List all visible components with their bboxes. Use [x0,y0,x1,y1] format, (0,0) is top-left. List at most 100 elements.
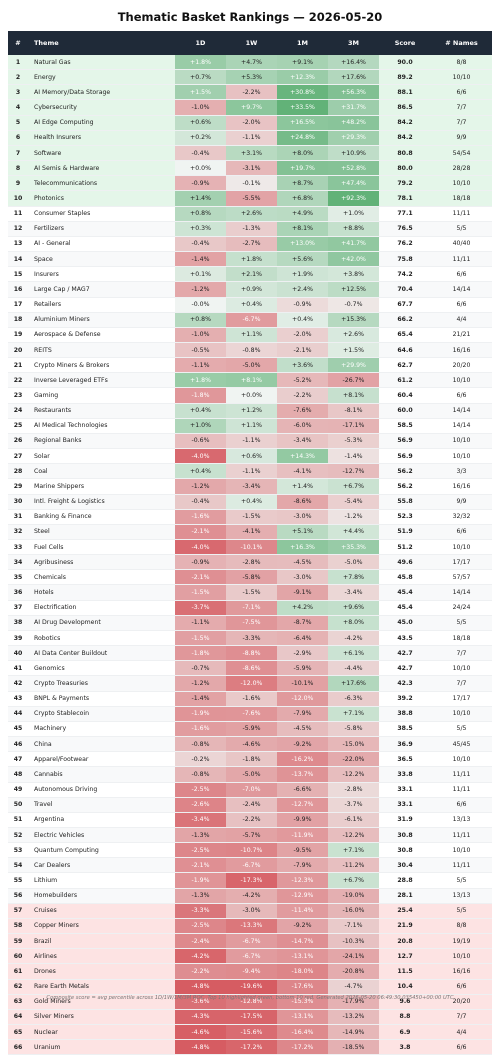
roc-1m: +12.3% [277,69,328,86]
roc-1m: -9.2% [277,918,328,935]
rank: 4 [8,99,28,116]
table-row: 8 AI Semis & Hardware +0.0% -3.1% +19.7% +52.… [8,160,492,177]
roc-3m: -5.0% [328,554,379,571]
table-row: 35 Chemicals -2.1% -5.8% -3.0% +7.8% 45.8 57/57 [8,569,492,586]
column-header: 1W [226,31,277,55]
roc-1m: -16.2% [277,751,328,768]
table-row: 28 Coal +0.4% -1.1% -4.1% -12.7% 56.2 3/3 [8,463,492,480]
roc-1w: +0.9% [226,281,277,298]
score: 76.5 [379,221,431,237]
roc-3m: -26.7% [328,372,379,389]
roc-3m: -12.7% [328,463,379,480]
roc-1d: -2.4% [175,933,226,950]
roc-1d: +1.8% [175,55,226,71]
names-count: 7/7 [431,1009,492,1026]
roc-1d: -2.5% [175,842,226,859]
names-count: 20/20 [431,994,492,1010]
names-count: 10/10 [431,842,492,859]
names-count: 6/6 [431,979,492,995]
rank: 6 [8,130,28,146]
theme: Gaming [28,387,175,404]
roc-1m: +3.6% [277,357,328,374]
names-count: 4/4 [431,312,492,328]
score: 79.2 [379,175,431,192]
roc-3m: +47.4% [328,175,379,192]
roc-1m: -5.9% [277,660,328,677]
names-count: 6/6 [431,84,492,101]
rank: 37 [8,600,28,616]
score: 84.2 [379,130,431,146]
score: 42.7 [379,645,431,662]
roc-1d: +0.2% [175,130,226,146]
names-count: 17/17 [431,691,492,707]
roc-3m: -3.4% [328,584,379,601]
rank: 9 [8,175,28,192]
score: 89.2 [379,69,431,86]
roc-1w: -1.1% [226,130,277,146]
table-row: 9 Telecommunications -0.9% -0.1% +8.7% +47.4%… [8,175,492,192]
roc-1d: -1.6% [175,721,226,738]
roc-1d: -4.0% [175,539,226,556]
score: 28.8 [379,872,431,889]
roc-3m: -12.2% [328,766,379,783]
roc-1w: -7.6% [226,706,277,722]
score: 6.9 [379,1024,431,1041]
roc-3m: -8.1% [328,403,379,419]
roc-1w: +0.4% [226,494,277,510]
table-row: 50 Travel -2.6% -2.4% -12.7% -3.7% 33.1 6/6 [8,797,492,813]
theme: Insurers [28,266,175,283]
table-row: 53 Quantum Computing -2.5% -10.7% -9.5% +7.1%… [8,842,492,859]
roc-1m: -17.6% [277,979,328,995]
table-row: 42 Crypto Treasuries -1.2% -12.0% -10.1% +17.… [8,675,492,692]
roc-1w: -1.6% [226,691,277,707]
score: 56.9 [379,448,431,465]
roc-1m: -9.1% [277,584,328,601]
roc-1m: -6.0% [277,418,328,434]
score: 28.1 [379,888,431,904]
score: 38.8 [379,706,431,722]
score: 45.8 [379,569,431,586]
roc-3m: +29.9% [328,357,379,374]
names-count: 18/18 [431,190,492,207]
roc-3m: +17.6% [328,69,379,86]
theme: Inverse Leveraged ETFs [28,372,175,389]
rank: 47 [8,751,28,768]
theme: Space [28,251,175,268]
rank: 26 [8,433,28,450]
theme: Steel [28,524,175,541]
rank: 2 [8,69,28,86]
roc-1d: +0.4% [175,463,226,480]
rank: 8 [8,160,28,177]
roc-1d: -0.4% [175,236,226,253]
table-row: 32 Steel -2.1% -4.1% +5.1% +4.4% 51.9 6/6 [8,524,492,541]
roc-1d: +0.7% [175,69,226,86]
rank: 24 [8,403,28,419]
roc-1w: -4.6% [226,736,277,753]
theme: Photonics [28,190,175,207]
score: 76.2 [379,236,431,253]
score: 88.1 [379,84,431,101]
theme: Copper Miners [28,918,175,935]
roc-1w: -17.2% [226,1039,277,1055]
roc-3m: +31.7% [328,99,379,116]
names-count: 5/5 [431,872,492,889]
score: 11.5 [379,963,431,980]
roc-1w: +0.6% [226,448,277,465]
score: 80.8 [379,145,431,162]
rank: 1 [8,55,28,71]
table-row: 43 BNPL & Payments -1.4% -1.6% -12.0% -6.3% 39… [8,691,492,707]
roc-1w: +2.1% [226,266,277,283]
names-count: 14/14 [431,418,492,434]
roc-1w: -5.0% [226,766,277,783]
roc-3m: -14.9% [328,1024,379,1041]
roc-1d: +0.8% [175,312,226,328]
score: 42.7 [379,660,431,677]
names-count: 54/54 [431,145,492,162]
roc-1m: +19.7% [277,160,328,177]
names-count: 28/28 [431,160,492,177]
roc-1w: -2.2% [226,84,277,101]
roc-1d: -1.8% [175,645,226,662]
rank: 39 [8,630,28,647]
roc-1m: -7.6% [277,403,328,419]
score: 42.3 [379,675,431,692]
